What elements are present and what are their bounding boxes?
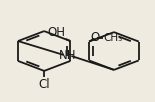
Text: OH: OH [47,26,65,38]
Text: Cl: Cl [38,78,50,91]
Text: CH₃: CH₃ [104,33,123,43]
Text: NH: NH [59,49,76,62]
Text: O: O [91,32,100,44]
